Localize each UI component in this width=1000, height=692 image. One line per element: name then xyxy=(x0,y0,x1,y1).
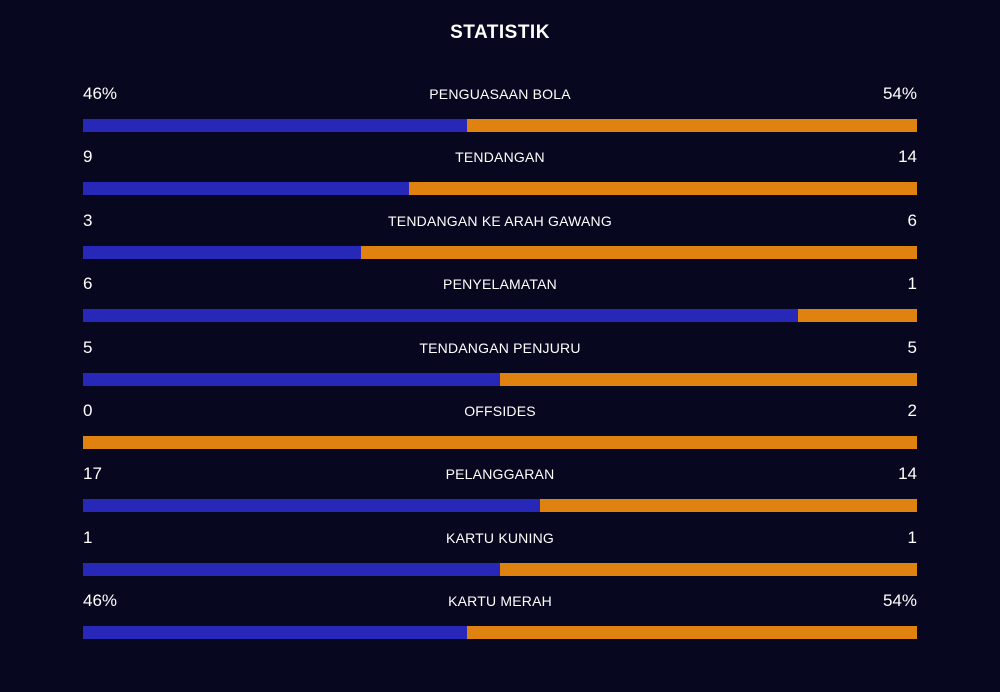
away-bar-segment xyxy=(83,435,917,449)
home-bar-segment xyxy=(83,372,500,386)
home-bar-segment xyxy=(83,562,500,576)
comparison-bar xyxy=(83,372,917,386)
stat-row-offsides: 0 OFFSIDES 2 xyxy=(83,397,917,460)
stat-row-red-cards: 46% KARTU MERAH 54% xyxy=(83,587,917,650)
away-bar-segment xyxy=(500,372,917,386)
stats-title: STATISTIK xyxy=(450,22,550,43)
away-value: 1 xyxy=(907,527,917,547)
stat-row-possession: 46% PENGUASAAN BOLA 54% xyxy=(83,80,917,143)
away-value: 14 xyxy=(898,147,917,167)
home-value: 0 xyxy=(83,400,93,420)
home-value: 46% xyxy=(83,591,118,611)
away-bar-segment xyxy=(500,562,917,576)
home-bar-segment xyxy=(83,309,798,323)
stat-label: PENGUASAAN BOLA xyxy=(429,86,571,102)
stats-list: 46% PENGUASAAN BOLA 54% 9 TENDANGAN 14 3… xyxy=(83,80,917,651)
away-value: 5 xyxy=(907,337,917,357)
away-value: 54% xyxy=(882,84,917,103)
comparison-bar xyxy=(83,182,917,196)
home-bar-segment xyxy=(83,626,467,640)
away-bar-segment xyxy=(797,309,917,323)
home-value: 3 xyxy=(83,210,93,230)
home-value: 17 xyxy=(83,464,102,484)
home-bar-segment xyxy=(83,119,467,132)
home-value: 6 xyxy=(83,274,93,294)
home-bar-segment xyxy=(83,499,541,513)
stat-label: TENDANGAN KE ARAH GAWANG xyxy=(388,212,612,229)
home-bar-segment xyxy=(83,245,361,259)
away-value: 2 xyxy=(907,400,917,420)
away-bar-segment xyxy=(466,626,917,640)
away-value: 54% xyxy=(882,591,917,611)
stat-label: PENYELAMATAN xyxy=(443,276,557,293)
away-value: 1 xyxy=(907,274,917,294)
away-value: 14 xyxy=(898,464,917,484)
away-bar-segment xyxy=(466,119,917,132)
stat-label: TENDANGAN PENJURU xyxy=(419,339,581,356)
home-value: 9 xyxy=(83,147,93,167)
comparison-bar xyxy=(83,626,917,640)
home-value: 5 xyxy=(83,337,93,357)
home-bar-segment xyxy=(83,182,410,196)
stat-row-fouls: 17 PELANGGARAN 14 xyxy=(83,460,917,523)
stat-label: KARTU MERAH xyxy=(448,593,552,610)
home-value: 46% xyxy=(83,84,118,103)
comparison-bar xyxy=(83,245,917,259)
stat-row-shots-on-target: 3 TENDANGAN KE ARAH GAWANG 6 xyxy=(83,207,917,270)
stat-row-corners: 5 TENDANGAN PENJURU 5 xyxy=(83,334,917,397)
away-bar-segment xyxy=(540,499,917,513)
stat-row-saves: 6 PENYELAMATAN 1 xyxy=(83,270,917,333)
stat-row-yellow-cards: 1 KARTU KUNING 1 xyxy=(83,524,917,587)
stat-label: OFFSIDES xyxy=(464,402,536,419)
away-bar-segment xyxy=(409,182,917,196)
stat-row-shots: 9 TENDANGAN 14 xyxy=(83,143,917,206)
stat-label: TENDANGAN xyxy=(455,149,545,166)
comparison-bar xyxy=(83,562,917,576)
comparison-bar xyxy=(83,119,917,132)
home-value: 1 xyxy=(83,527,93,547)
comparison-bar xyxy=(83,435,917,449)
stat-label: PELANGGARAN xyxy=(445,466,555,483)
comparison-bar xyxy=(83,309,917,323)
stat-label: KARTU KUNING xyxy=(446,529,554,546)
away-bar-segment xyxy=(360,245,917,259)
away-value: 6 xyxy=(907,210,917,230)
comparison-bar xyxy=(83,499,917,513)
